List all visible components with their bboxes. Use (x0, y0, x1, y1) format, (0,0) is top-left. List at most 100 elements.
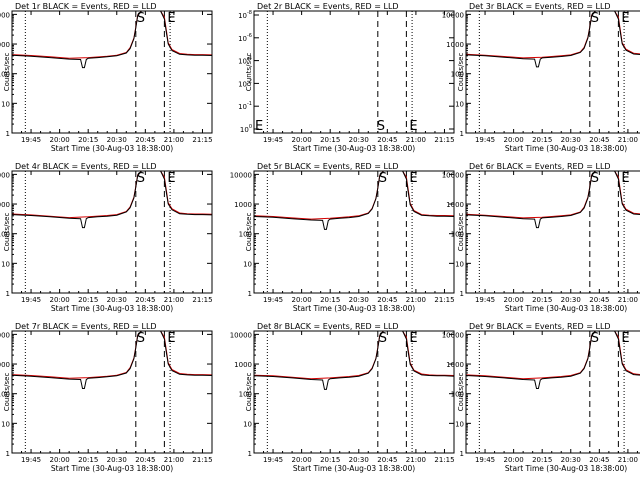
y-tick-label-exponent: -8 (247, 10, 252, 16)
y-tick-label: 1000 (0, 201, 10, 209)
y-tick-label-base: 10 (238, 103, 247, 111)
y-tick-label: 1 (6, 290, 10, 298)
x-tick-label: 20:00 (292, 456, 312, 464)
x-tick-label: 21:15 (192, 296, 212, 304)
x-tick-label: 21:00 (164, 456, 184, 464)
x-tick-label: 20:00 (504, 296, 524, 304)
x-axis-label: Start Time (30-Aug-03 18:38:00) (505, 464, 627, 473)
series-group (466, 11, 640, 68)
y-axis-label: Counts/sec (3, 213, 11, 252)
series-line-lld (466, 331, 640, 380)
y-tick-label: 1 (460, 450, 464, 458)
y-tick-label: 10000 (442, 331, 464, 339)
series-group (12, 171, 212, 229)
y-tick-label: 1 (6, 450, 10, 458)
x-tick-label: 19:45 (21, 456, 41, 464)
end-marker-label: E (409, 331, 417, 346)
panel-det1r: S E Det 1r BLACK = Events, RED = LLD 19:45 2… (0, 2, 213, 153)
start-marker-label: S (137, 331, 145, 346)
y-tick-label-exponent: -2 (247, 78, 252, 84)
y-tick-label: 10-1 (238, 101, 252, 111)
y-tick-label: 1000 (446, 201, 464, 209)
end-marker-label: E (167, 331, 175, 346)
y-tick-label: 1000 (0, 41, 10, 49)
x-tick-label: 20:30 (349, 136, 369, 144)
y-tick-label: 10000 (0, 171, 10, 179)
x-tick-label: 21:15 (434, 456, 454, 464)
panel-det4r: S E Det 4r BLACK = Events, RED = LLD 19:45 2… (0, 162, 213, 313)
x-tick-label: 20:15 (532, 456, 552, 464)
y-tick-label: 100 (239, 231, 252, 239)
x-tick-label: 20:45 (135, 136, 155, 144)
x-tick-label: 20:45 (377, 136, 397, 144)
start-marker-label: S (591, 171, 599, 186)
y-tick-label: 100 (239, 391, 252, 399)
x-tick-label: 19:45 (21, 296, 41, 304)
x-tick-label: 20:00 (292, 136, 312, 144)
start-marker-label: S (137, 11, 145, 26)
panel-title: Det 6r BLACK = Events, RED = LLD (469, 162, 611, 171)
plot-frame (11, 170, 213, 294)
plot-frame (11, 10, 213, 134)
plot-frame (11, 330, 213, 454)
x-tick-label: 19:45 (263, 296, 283, 304)
x-axis-label: Start Time (30-Aug-03 18:38:00) (51, 464, 173, 473)
x-tick-label: 20:30 (561, 296, 581, 304)
x-tick-label: 20:30 (561, 136, 581, 144)
panel-det9r: S E Det 9r BLACK = Events, RED = LLD 19:45 2… (442, 322, 640, 473)
y-tick-label: 10000 (230, 171, 252, 179)
y-tick-label: 1 (248, 450, 252, 458)
start-marker-label: S (377, 119, 385, 134)
series-line-events (12, 11, 212, 69)
panel-det2r: S E E Det 2r BLACK = Events, RED = LLD 19:45… (238, 2, 454, 153)
x-tick-label: 20:30 (107, 136, 127, 144)
y-tick-label: 1 (460, 290, 464, 298)
x-tick-label: 21:00 (164, 296, 184, 304)
start-marker-label: S (591, 11, 599, 26)
panel-title: Det 8r BLACK = Events, RED = LLD (257, 322, 399, 331)
y-tick-label: 10 (243, 260, 252, 268)
y-axis-label: Counts/sec (3, 373, 11, 412)
y-tick-label: 10 (455, 100, 464, 108)
plot-frame (465, 10, 640, 134)
panel-title: Det 9r BLACK = Events, RED = LLD (469, 322, 611, 331)
end-marker-label: E (621, 331, 629, 346)
x-tick-label: 20:45 (377, 296, 397, 304)
x-axis-label: Start Time (30-Aug-03 18:38:00) (505, 304, 627, 313)
y-tick-label: 10-6 (238, 33, 252, 43)
y-tick-label: 1000 (234, 201, 252, 209)
series-line-lld (12, 171, 212, 219)
y-tick-label: 100 (0, 231, 10, 239)
x-tick-label: 20:00 (50, 456, 70, 464)
x-tick-label: 21:00 (406, 296, 426, 304)
series-line-lld (466, 171, 640, 219)
y-tick-label: 10-2 (238, 78, 252, 88)
y-tick-label-exponent: -4 (247, 56, 252, 62)
start-marker-label: S (137, 171, 145, 186)
y-tick-label: 10000 (0, 331, 10, 339)
series-line-lld (466, 11, 640, 59)
x-tick-label: 21:00 (618, 296, 638, 304)
plot-frame (253, 10, 455, 134)
y-tick-label: 100 (451, 231, 464, 239)
end-marker-label: E (167, 11, 175, 26)
x-tick-label: 21:00 (406, 136, 426, 144)
series-line-events (12, 171, 212, 229)
y-tick-label: 100 (0, 71, 10, 79)
x-tick-label: 20:00 (50, 296, 70, 304)
x-axis-label: Start Time (30-Aug-03 18:38:00) (51, 144, 173, 153)
x-tick-label: 20:15 (78, 296, 98, 304)
y-tick-label: 10000 (442, 171, 464, 179)
end-marker-label: E (621, 171, 629, 186)
x-tick-label: 20:00 (504, 136, 524, 144)
panel-title: Det 5r BLACK = Events, RED = LLD (257, 162, 399, 171)
x-tick-label: 21:15 (192, 136, 212, 144)
x-tick-label: 20:15 (320, 456, 340, 464)
x-tick-label: 19:45 (263, 456, 283, 464)
panel-title: Det 1r BLACK = Events, RED = LLD (15, 2, 157, 11)
y-axis-label: Counts/sec (3, 53, 11, 92)
x-tick-label: 20:45 (135, 456, 155, 464)
x-tick-label: 21:00 (406, 456, 426, 464)
x-axis-label: Start Time (30-Aug-03 18:38:00) (293, 144, 415, 153)
panel-det5r: S E Det 5r BLACK = Events, RED = LLD 19:45 2… (230, 162, 455, 313)
